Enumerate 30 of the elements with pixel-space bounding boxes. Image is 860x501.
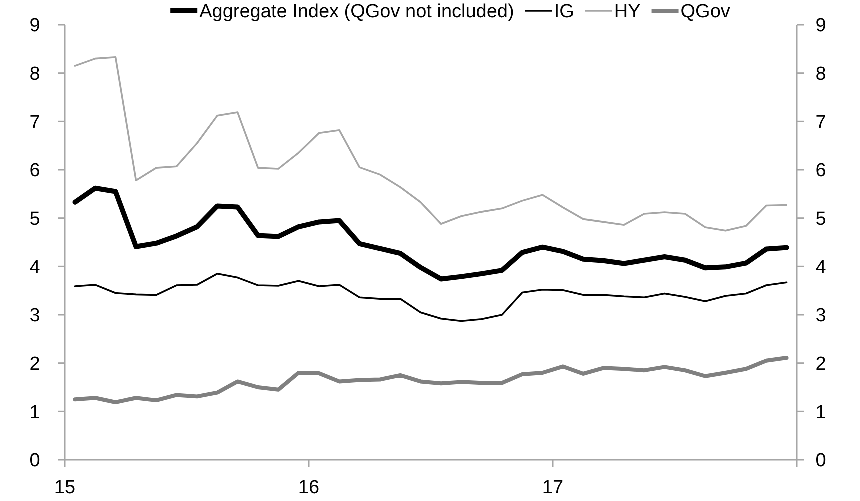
- legend-label: Aggregate Index (QGov not included): [200, 2, 514, 23]
- legend-label: HY: [614, 2, 642, 23]
- y2-tick-label: 7: [816, 112, 826, 134]
- y-tick-label: 0: [30, 450, 40, 472]
- y-tick-label: 7: [30, 112, 40, 134]
- y2-tick-label: 5: [816, 208, 826, 230]
- y-tick-label: 8: [30, 64, 40, 85]
- y-tick-label: 6: [30, 160, 40, 182]
- line-series: [74, 56, 788, 232]
- y2-tick-label: 4: [816, 257, 827, 278]
- x-tick-label: 17: [542, 478, 564, 499]
- y2-tick-label: 0: [816, 450, 826, 472]
- y2-tick-label: 1: [816, 402, 826, 424]
- line-series: [74, 273, 788, 322]
- y2-tick-label: 2: [816, 354, 826, 375]
- y2-tick-label: 3: [816, 306, 826, 327]
- y-tick-label: 5: [30, 208, 40, 230]
- legend-label: IG: [554, 2, 574, 23]
- y-tick-label: 9: [30, 16, 40, 37]
- y-tick-label: 2: [30, 354, 40, 375]
- y2-tick-label: 9: [816, 16, 826, 37]
- y2-tick-label: 6: [816, 160, 826, 182]
- legend-label: QGov: [680, 2, 731, 23]
- x-tick-label: 15: [54, 478, 76, 499]
- y2-tick-label: 8: [816, 64, 826, 85]
- line-series: [73, 356, 789, 404]
- y-tick-label: 4: [30, 257, 41, 278]
- y-tick-label: 3: [30, 306, 40, 327]
- y-tick-label: 1: [30, 402, 40, 424]
- x-tick-label: 16: [298, 478, 320, 499]
